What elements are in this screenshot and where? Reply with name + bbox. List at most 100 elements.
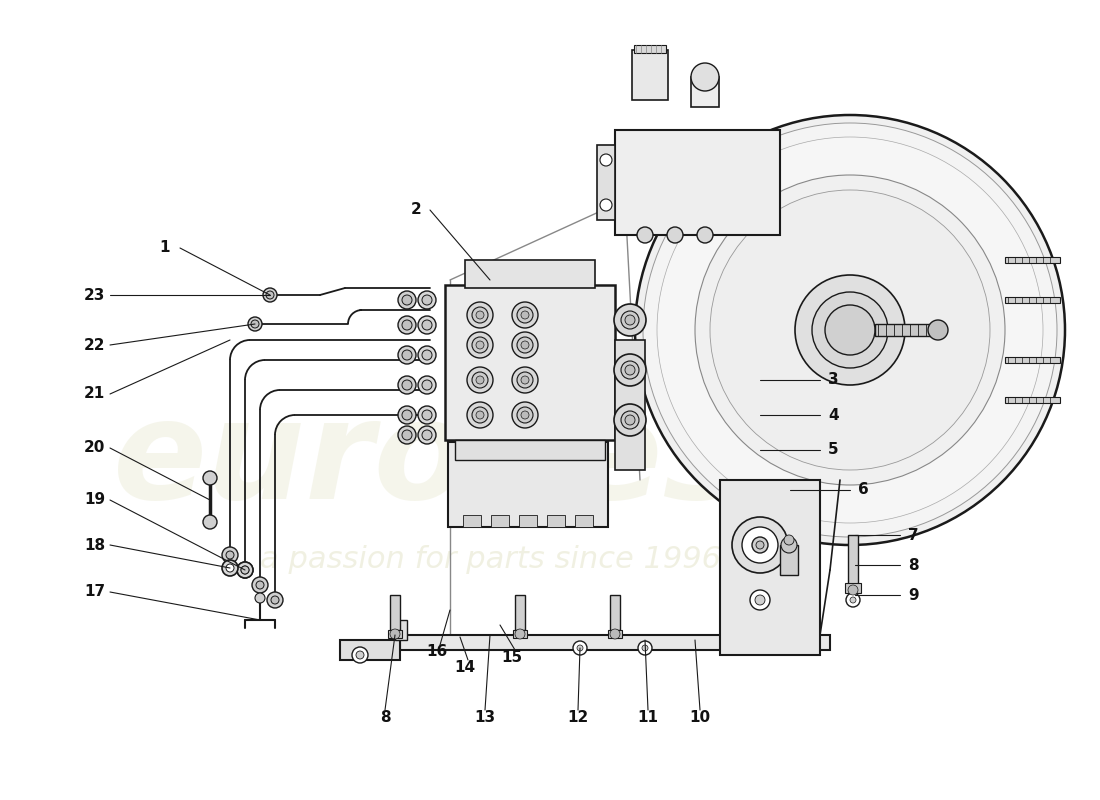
Circle shape xyxy=(750,590,770,610)
Text: europes: europes xyxy=(113,393,747,527)
Circle shape xyxy=(418,346,436,364)
Bar xyxy=(455,440,605,460)
Circle shape xyxy=(266,291,274,299)
Bar xyxy=(634,45,665,53)
Circle shape xyxy=(418,426,436,444)
Bar xyxy=(720,480,820,655)
Bar xyxy=(848,535,858,585)
Text: 13: 13 xyxy=(474,710,496,726)
Circle shape xyxy=(635,115,1065,545)
Circle shape xyxy=(422,430,432,440)
Circle shape xyxy=(476,376,484,384)
Circle shape xyxy=(398,346,416,364)
Circle shape xyxy=(418,316,436,334)
Bar xyxy=(491,515,509,527)
Circle shape xyxy=(422,410,432,420)
Circle shape xyxy=(476,341,484,349)
Circle shape xyxy=(472,372,488,388)
Circle shape xyxy=(398,426,416,444)
Bar xyxy=(395,620,407,640)
Text: 19: 19 xyxy=(84,493,104,507)
Circle shape xyxy=(398,406,416,424)
Circle shape xyxy=(578,645,583,651)
Circle shape xyxy=(512,332,538,358)
Text: 15: 15 xyxy=(502,650,522,666)
Circle shape xyxy=(695,175,1005,485)
Text: 7: 7 xyxy=(908,527,918,542)
Circle shape xyxy=(418,406,436,424)
Bar xyxy=(874,324,935,336)
Text: 22: 22 xyxy=(84,338,104,353)
Circle shape xyxy=(248,317,262,331)
Circle shape xyxy=(621,361,639,379)
Circle shape xyxy=(252,577,268,593)
Circle shape xyxy=(781,537,798,553)
Circle shape xyxy=(573,641,587,655)
Circle shape xyxy=(848,585,858,595)
Circle shape xyxy=(241,566,249,574)
Circle shape xyxy=(691,63,719,91)
Circle shape xyxy=(226,564,234,572)
Circle shape xyxy=(521,311,529,319)
Circle shape xyxy=(614,304,646,336)
Text: 20: 20 xyxy=(84,441,104,455)
Text: a passion for parts since 1996: a passion for parts since 1996 xyxy=(260,546,720,574)
Circle shape xyxy=(625,315,635,325)
Text: 8: 8 xyxy=(379,710,390,726)
Circle shape xyxy=(267,592,283,608)
Text: 1: 1 xyxy=(160,241,170,255)
Circle shape xyxy=(521,341,529,349)
Bar xyxy=(513,630,527,638)
Circle shape xyxy=(222,560,238,576)
Text: 2: 2 xyxy=(411,202,422,218)
Circle shape xyxy=(204,515,217,529)
Circle shape xyxy=(402,410,412,420)
Circle shape xyxy=(667,227,683,243)
Bar xyxy=(597,145,615,220)
Circle shape xyxy=(402,430,412,440)
Bar xyxy=(615,130,780,235)
Bar xyxy=(519,515,537,527)
Circle shape xyxy=(621,411,639,429)
Circle shape xyxy=(625,365,635,375)
Bar xyxy=(463,515,481,527)
Text: 21: 21 xyxy=(84,386,104,402)
Circle shape xyxy=(468,332,493,358)
Circle shape xyxy=(928,320,948,340)
Circle shape xyxy=(398,316,416,334)
Text: 10: 10 xyxy=(690,710,711,726)
Circle shape xyxy=(472,407,488,423)
Circle shape xyxy=(476,311,484,319)
Text: 5: 5 xyxy=(828,442,838,458)
Circle shape xyxy=(825,305,874,355)
Circle shape xyxy=(846,593,860,607)
Circle shape xyxy=(402,295,412,305)
Bar xyxy=(610,595,620,630)
Circle shape xyxy=(398,291,416,309)
Bar xyxy=(632,50,668,100)
Circle shape xyxy=(644,123,1057,537)
Circle shape xyxy=(697,227,713,243)
Circle shape xyxy=(637,227,653,243)
Bar xyxy=(1005,397,1060,403)
Circle shape xyxy=(742,527,778,563)
Circle shape xyxy=(472,337,488,353)
Circle shape xyxy=(468,367,493,393)
Circle shape xyxy=(402,350,412,360)
Circle shape xyxy=(468,402,493,428)
Circle shape xyxy=(222,547,238,563)
Circle shape xyxy=(476,411,484,419)
Circle shape xyxy=(255,593,265,603)
Circle shape xyxy=(752,537,768,553)
Bar xyxy=(608,630,622,638)
Circle shape xyxy=(512,302,538,328)
Bar xyxy=(340,640,400,660)
Bar xyxy=(615,340,645,470)
Circle shape xyxy=(356,651,364,659)
Circle shape xyxy=(517,407,534,423)
Bar xyxy=(465,260,595,288)
Circle shape xyxy=(236,562,253,578)
Circle shape xyxy=(472,307,488,323)
Circle shape xyxy=(422,320,432,330)
Circle shape xyxy=(517,372,534,388)
